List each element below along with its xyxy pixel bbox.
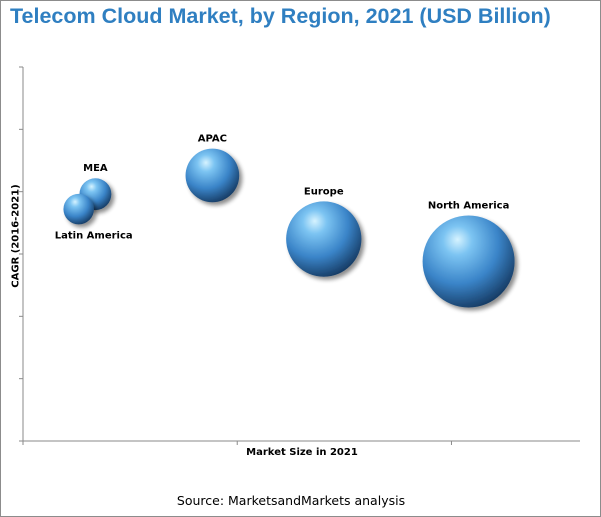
bubble-label-mea: MEA [83, 163, 108, 174]
bubble-label-apac: APAC [198, 134, 227, 145]
source-note: Source: MarketsandMarkets analysis [176, 493, 406, 508]
x-axis-label: Market Size in 2021 [246, 447, 358, 458]
bubble-labels-group: North America Europe APAC MEA Latin America [55, 134, 510, 242]
bubble-europe [286, 201, 362, 277]
bubble-latin-america [63, 193, 94, 225]
bubble-north-america [422, 215, 515, 308]
bubbles-group [63, 148, 515, 308]
bubble-apac [185, 148, 240, 203]
bubble-label-north-america: North America [428, 200, 510, 211]
chart-title: Telecom Cloud Market, by Region, 2021 (U… [10, 4, 551, 28]
bubble-label-latin-america: Latin America [55, 230, 133, 241]
bubble-label-europe: Europe [304, 186, 344, 197]
axes [19, 66, 580, 445]
